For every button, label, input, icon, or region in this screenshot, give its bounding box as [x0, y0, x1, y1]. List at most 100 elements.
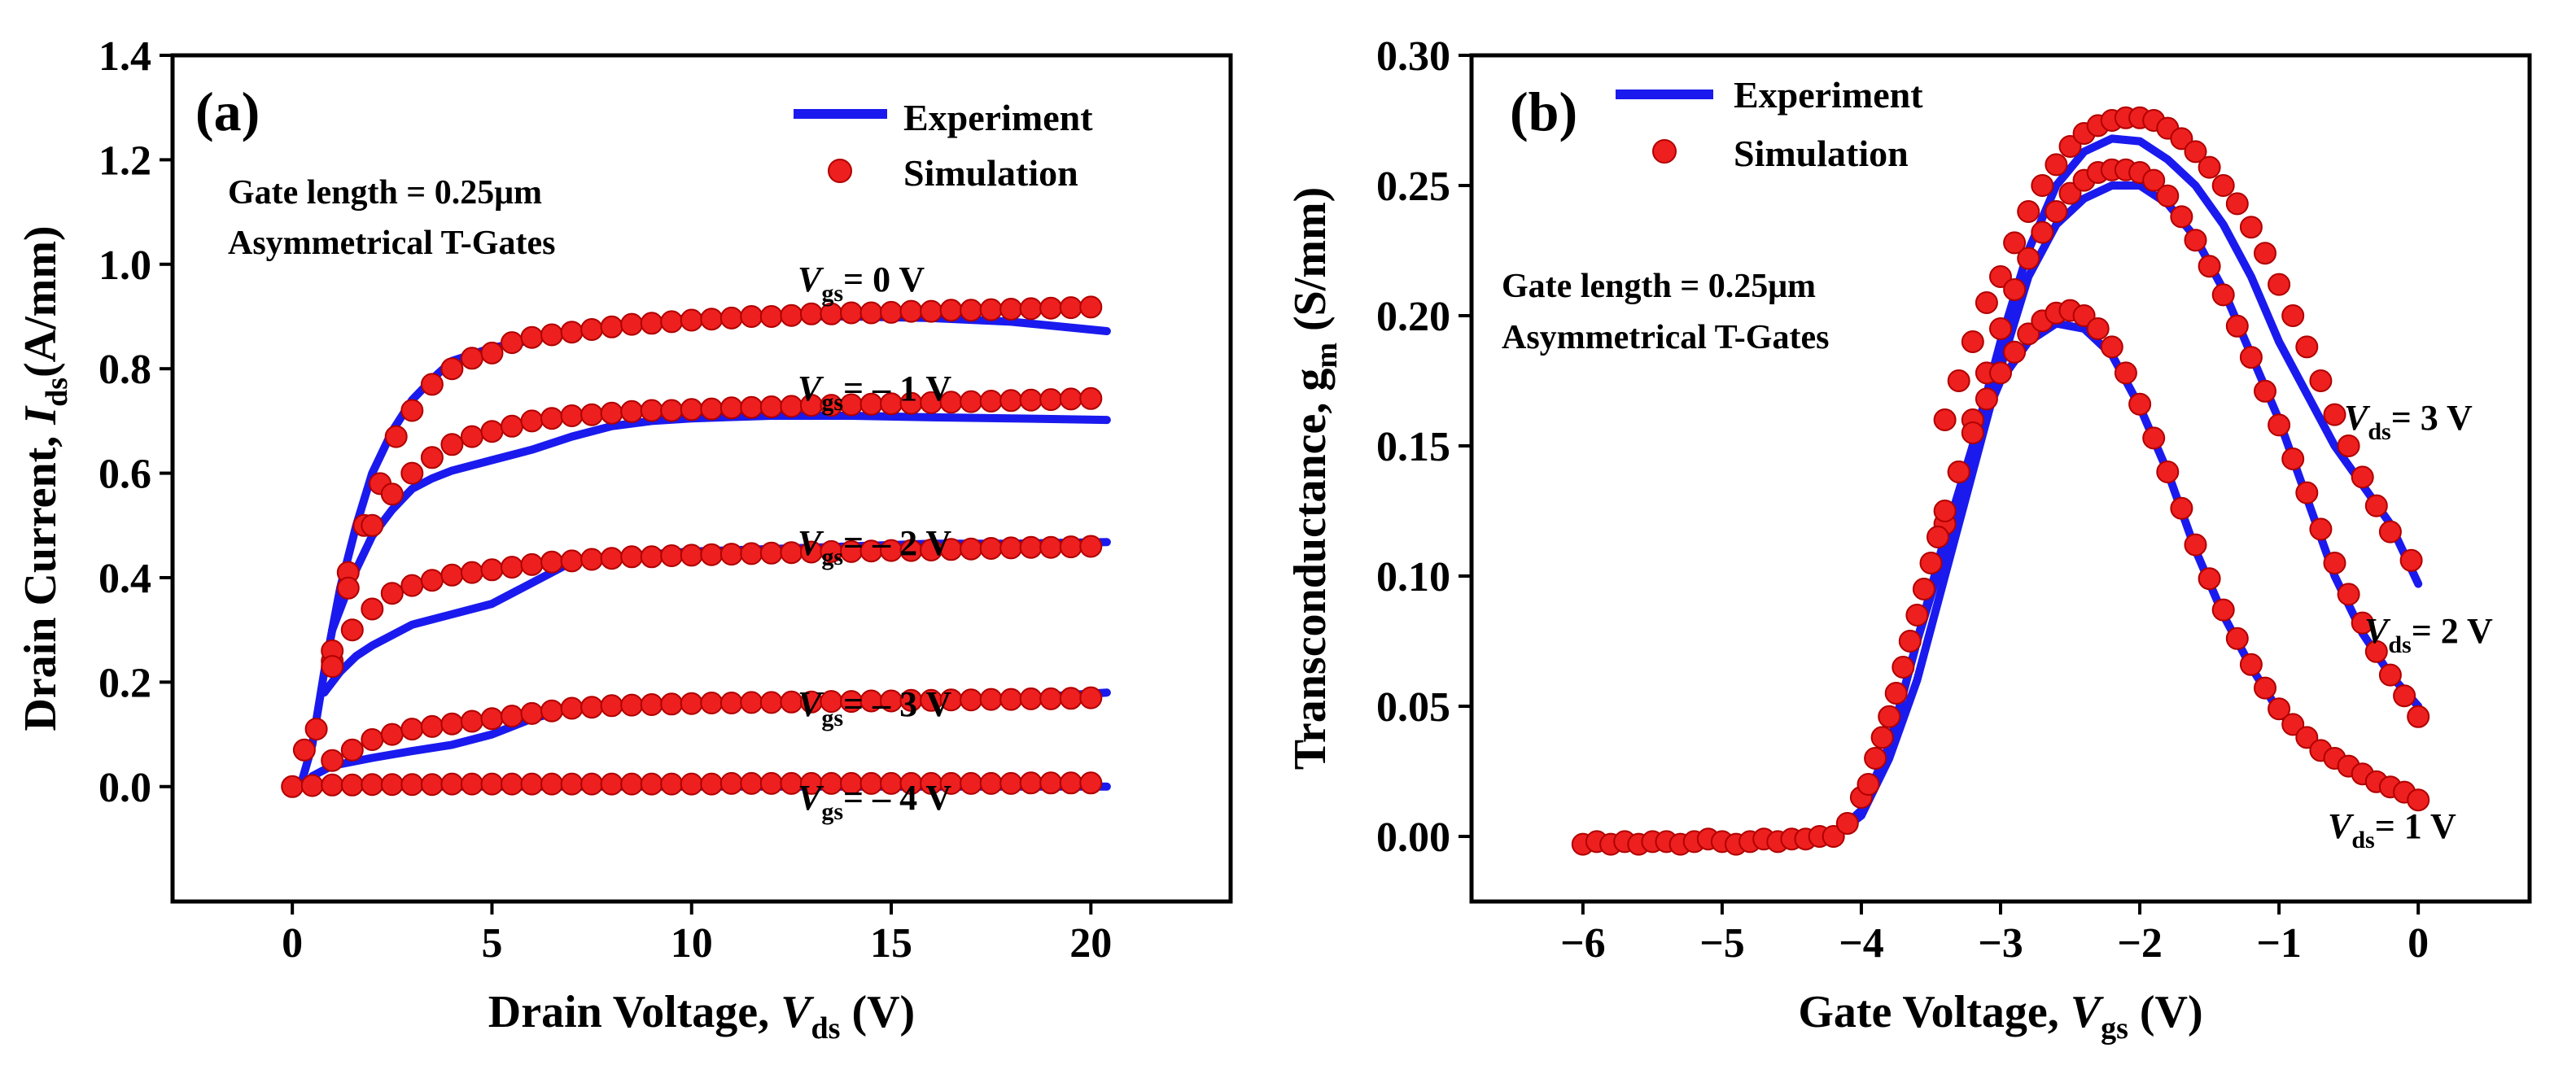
- panel-a-simulation-point: [281, 775, 304, 798]
- panel-a-simulation-point: [1019, 535, 1043, 559]
- panel-a-simulation-point: [480, 772, 504, 796]
- panel-b-simulation-point: [1870, 726, 1894, 749]
- panel-a-simulation-point: [300, 774, 324, 797]
- panel-b-simulation-point: [2407, 788, 2430, 812]
- panel-b-y-tick-label: 0.25: [1376, 164, 1450, 210]
- panel-a-simulation-point: [440, 357, 464, 381]
- panel-a-simulation-point: [979, 771, 1003, 795]
- panel-a-legend-simulation-marker: [828, 159, 852, 183]
- panel-b-simulation-point: [2031, 174, 2054, 197]
- panel-a-curve-label-vgs-0: Vgs= 0 V: [798, 260, 925, 307]
- panel-b-y-tick-label: 0.05: [1376, 684, 1450, 731]
- panel-b-simulation-point: [2184, 229, 2207, 252]
- panel-b-simulation-point: [1947, 369, 1970, 392]
- panel-b-simulation-point: [2128, 392, 2152, 416]
- panel-b-chart: −6 −5 −4 −3 −2 −1 0 0.00 0.05 0.10 0.15 0.20 0.25 0.3…: [1285, 33, 2532, 1046]
- panel-b-simulation-point: [2309, 369, 2333, 392]
- panel-a-simulation-point: [501, 772, 523, 796]
- panel-a-legend-experiment-label: Experiment: [903, 97, 1093, 138]
- panel-a-simulation-point: [600, 547, 623, 570]
- panel-b-simulation-point: [2198, 155, 2221, 179]
- panel-a-simulation-point: [719, 543, 743, 566]
- panel-a-simulation-point: [640, 772, 663, 796]
- panel-a-simulation-point: [799, 302, 823, 325]
- panel-b-legend-simulation-marker: [1652, 139, 1677, 164]
- panel-a-simulation-point: [560, 696, 584, 720]
- panel-b-simulation-point: [2114, 361, 2137, 385]
- panel-a-simulation-point: [361, 773, 384, 797]
- panel-a-simulation-point: [640, 399, 663, 422]
- panel-a-simulation-point: [920, 299, 943, 323]
- panel-b-simulation-point: [2268, 413, 2291, 437]
- panel-a-simulation-point: [440, 563, 464, 587]
- panel-a-simulation-point: [979, 688, 1003, 711]
- panel-b-experiment-line-1: [1829, 181, 2423, 840]
- panel-a-simulation-point: [719, 692, 743, 714]
- panel-a-simulation-point: [660, 772, 684, 796]
- panel-a-curve-label-vgs-m2: Vgs= – 2 V: [798, 523, 951, 570]
- panel-b-simulation-point: [2407, 705, 2430, 728]
- panel-a-simulation-point: [1039, 687, 1063, 710]
- panel-a-simulation-point: [501, 331, 523, 355]
- panel-b-x-tick-label: −6: [1560, 920, 1606, 967]
- panel-a-simulation-point: [340, 618, 364, 642]
- panel-a-simulation-point: [680, 692, 703, 715]
- panel-b-simulation-point: [2378, 663, 2402, 687]
- panel-a-simulation-point: [460, 561, 483, 584]
- panel-a-simulation-point: [580, 318, 604, 341]
- panel-b-simulation-point: [2156, 184, 2180, 207]
- panel-a-annotation-gate-length: Gate length = 0.25μm: [228, 174, 542, 212]
- panel-b-simulation-point: [1822, 825, 1845, 848]
- panel-b-simulation-point: [2337, 434, 2360, 457]
- panel-b-simulation-point: [1989, 265, 2012, 288]
- panel-a-simulation-point: [292, 738, 316, 762]
- panel-b-simulation-point: [2309, 517, 2333, 541]
- panel-a-simulation-point: [380, 723, 404, 746]
- panel-b-y-tick-label: 0.30: [1376, 33, 1450, 80]
- panel-b-simulation-point: [2364, 640, 2388, 663]
- panel-b-simulation-point: [2295, 335, 2319, 359]
- panel-a-annotation-gate-type: Asymmetrical T-Gates: [228, 225, 555, 262]
- panel-a-simulation-point: [880, 300, 903, 324]
- panel-a-label: (a): [195, 81, 260, 142]
- panel-b-simulation-point: [2268, 273, 2291, 296]
- panel-b-simulation-point: [2225, 192, 2249, 216]
- panel-a-simulation-point: [680, 544, 703, 567]
- panel-b-simulation-point: [2142, 426, 2166, 450]
- panel-a-simulation-point: [700, 397, 724, 421]
- panel-a-x-tick-label: 5: [481, 920, 502, 967]
- panel-a-simulation-point: [580, 696, 604, 719]
- panel-a-simulation-point: [960, 299, 983, 322]
- panel-b-x-tick-label: 0: [2408, 920, 2429, 967]
- panel-a-simulation-point: [999, 688, 1023, 711]
- panel-a-simulation-point: [1079, 386, 1103, 410]
- panel-a-simulation-point: [420, 714, 444, 738]
- panel-b-annotation-gate-type: Asymmetrical T-Gates: [1502, 319, 1829, 356]
- panel-a-simulation-point: [600, 772, 623, 796]
- panel-b-simulation-point: [2211, 598, 2235, 622]
- panel-b-simulation-point: [2393, 684, 2416, 708]
- panel-b-simulation-point: [2156, 461, 2180, 483]
- panel-a-simulation-point: [540, 323, 563, 347]
- panel-a-simulation-point: [560, 404, 584, 427]
- panel-a-simulation-point: [680, 772, 703, 796]
- panel-b-simulation-point: [2378, 520, 2402, 544]
- panel-a-simulation-point: [1079, 295, 1103, 319]
- panel-a-curve-label-vgs-m4: Vgs= – 4 V: [798, 778, 951, 825]
- panel-a-simulation-point: [340, 738, 364, 762]
- panel-b-simulation-point: [2198, 567, 2221, 591]
- panel-a-simulation-point: [361, 513, 384, 537]
- panel-a-simulation-point: [420, 446, 444, 469]
- panel-b-simulation-point: [2170, 127, 2193, 151]
- panel-a-legend-simulation-label: Simulation: [903, 152, 1078, 194]
- panel-a-x-axis-title: Drain Voltage, Vds (V): [488, 987, 915, 1046]
- panel-a-simulation-point: [1079, 686, 1103, 709]
- panel-a-y-tick-label: 0.6: [98, 452, 151, 498]
- panel-a-simulation-point: [979, 537, 1003, 560]
- panel-a-simulation-point: [460, 425, 483, 448]
- panel-a-simulation-point: [440, 433, 464, 456]
- panel-b-simulation-point: [1989, 361, 2012, 385]
- panel-b-simulation-point: [2281, 304, 2305, 327]
- panel-a-simulation-point: [321, 749, 344, 772]
- panel-b-ticks: −6 −5 −4 −3 −2 −1 0 0.00 0.05 0.10 0.15 0.20 0.25 0.3…: [1376, 33, 2429, 967]
